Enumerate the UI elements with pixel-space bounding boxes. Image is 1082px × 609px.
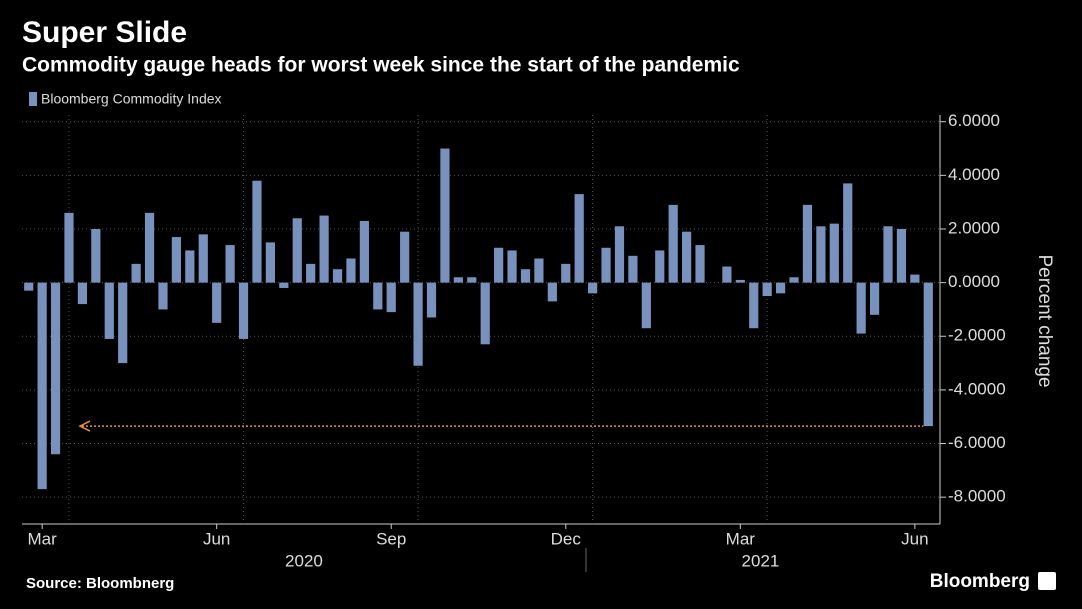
arrow-head (78, 420, 91, 432)
bar (319, 215, 329, 283)
bar (50, 282, 61, 455)
bar (306, 263, 316, 283)
bar (883, 226, 893, 283)
bar (802, 204, 813, 283)
bar (789, 277, 799, 283)
bar (118, 282, 128, 364)
bar (829, 223, 839, 283)
bar (64, 212, 74, 283)
bar (910, 274, 920, 283)
bar (37, 282, 47, 490)
y-tick-label: 6.0000 (948, 111, 1000, 130)
bar (225, 245, 235, 283)
x-tick-label: Jun (901, 529, 928, 548)
bar (400, 231, 410, 283)
x-tick-label: Mar (726, 529, 756, 548)
bar (856, 282, 866, 334)
bar (762, 282, 772, 297)
x-tick-label: Sep (376, 529, 406, 548)
bar (614, 226, 625, 283)
bar (198, 234, 208, 283)
x-group-label: 2020 (285, 551, 323, 570)
bar (534, 258, 544, 283)
x-tick-label: Jun (203, 529, 230, 548)
bar (735, 279, 745, 283)
y-tick-label: -4.0000 (948, 379, 1006, 398)
legend-swatch (29, 92, 37, 106)
bar (682, 231, 692, 283)
bar (628, 255, 638, 283)
bar (238, 282, 249, 339)
brand-icon (1038, 572, 1056, 590)
legend-label: Bloomberg Commodity Index (41, 91, 222, 107)
x-tick-label: Mar (27, 529, 57, 548)
bar (77, 282, 88, 305)
source: Source: Bloombnerg (26, 575, 174, 592)
bar (869, 282, 880, 315)
chart-subtitle: Commodity gauge heads for worst week sin… (22, 54, 740, 77)
brand: Bloomberg (930, 571, 1030, 592)
y-tick-label: -8.0000 (948, 487, 1006, 506)
bar (426, 282, 437, 318)
bar (144, 212, 155, 283)
y-tick-label: -2.0000 (948, 326, 1006, 345)
bar (507, 250, 517, 283)
bar (749, 282, 759, 329)
bar (722, 266, 732, 283)
bar (252, 180, 262, 283)
bar (561, 263, 571, 283)
bar (695, 245, 705, 283)
bar (185, 250, 195, 283)
bar (212, 282, 222, 323)
bar (24, 282, 34, 291)
bar (413, 282, 423, 366)
bar (775, 282, 786, 294)
bar (655, 250, 665, 283)
bar (292, 218, 302, 283)
bar (373, 282, 383, 310)
bar (104, 282, 114, 339)
bar (668, 204, 678, 283)
y-tick-label: -6.0000 (948, 433, 1006, 452)
bar (480, 282, 490, 345)
bar (896, 228, 907, 283)
x-tick-label: Dec (551, 529, 582, 548)
bar (467, 277, 477, 283)
bar (923, 282, 933, 427)
y-tick-label: 4.0000 (948, 165, 1000, 184)
bar (588, 282, 598, 294)
bar (843, 183, 853, 283)
y-tick-label: 0.0000 (948, 272, 1000, 291)
bar (520, 269, 531, 283)
bar (453, 277, 463, 283)
bar (574, 194, 584, 283)
y-tick-label: 2.0000 (948, 218, 1000, 237)
bar (601, 247, 611, 283)
bar (641, 282, 651, 329)
bar (547, 282, 557, 302)
chart-title: Super Slide (22, 16, 187, 49)
bar (440, 148, 450, 283)
x-group-label: 2021 (742, 551, 780, 570)
bar (91, 228, 101, 283)
bar (131, 263, 141, 283)
bar (386, 282, 396, 313)
bar (359, 220, 369, 283)
bar (158, 282, 168, 310)
bar (494, 247, 504, 283)
bar (171, 237, 182, 283)
bar (332, 269, 343, 283)
y-axis-label: Percent change (1034, 254, 1055, 387)
bar (265, 242, 275, 283)
bar (346, 258, 356, 283)
bar (279, 282, 289, 288)
bar (816, 226, 826, 283)
